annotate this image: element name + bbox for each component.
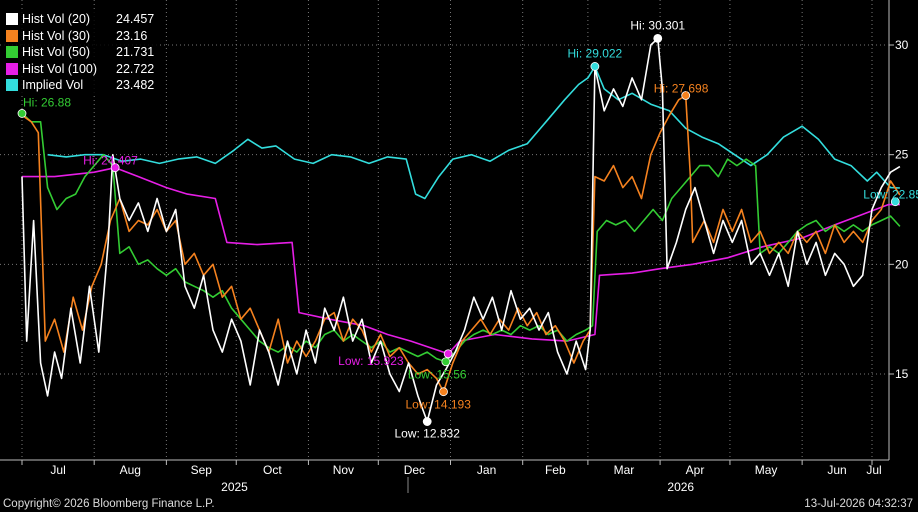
hi-low-marker xyxy=(681,91,691,100)
x-tick-label: Oct xyxy=(263,463,282,477)
series-line xyxy=(47,65,900,200)
legend-series-name: Hist Vol (100) xyxy=(22,61,98,76)
x-tick-label: Jul xyxy=(50,463,65,477)
series-line xyxy=(21,94,901,393)
x-tick-label: Aug xyxy=(120,463,141,477)
legend-swatch xyxy=(6,46,18,59)
x-tick-label: Jun xyxy=(827,463,846,477)
hi-low-label: Low: 15.923 xyxy=(338,354,404,368)
hi-low-marker xyxy=(439,387,448,397)
hi-low-marker xyxy=(110,163,120,173)
x-tick-label: May xyxy=(755,463,778,477)
x-tick-label: Apr xyxy=(686,463,705,477)
hi-low-label: Hi: 27.698 xyxy=(654,81,709,95)
legend-series-value: 24.457 xyxy=(116,12,155,26)
legend-item[interactable]: Hist Vol (100) 22.722 xyxy=(6,61,154,78)
x-year-label: 2026 xyxy=(667,480,694,494)
hi-low-marker xyxy=(890,197,900,207)
legend-series-value: 21.731 xyxy=(116,45,155,59)
x-tick-label: Nov xyxy=(333,463,354,477)
legend-item[interactable]: Hist Vol (50) 21.731 xyxy=(6,44,154,61)
x-tick-label: Sep xyxy=(191,463,213,477)
series-line xyxy=(21,37,901,423)
legend-series-name: Implied Vol xyxy=(22,78,84,92)
legend-swatch xyxy=(6,29,18,42)
legend-series-value: 23.482 xyxy=(116,78,155,92)
y-tick-label: 30 xyxy=(895,38,909,52)
legend-item[interactable]: Hist Vol (20) 24.457 xyxy=(6,11,154,28)
legend-series-name: Hist Vol (20) xyxy=(22,12,91,26)
hi-low-marker xyxy=(422,417,432,426)
hi-low-marker xyxy=(441,357,451,367)
timestamp-text: 13-Jul-2026 04:32:37 xyxy=(804,498,913,510)
hi-low-label: Hi: 26.88 xyxy=(23,95,71,109)
y-tick-label: 20 xyxy=(895,257,909,271)
legend-series-name: Hist Vol (50) xyxy=(22,45,91,59)
x-year-label: 2025 xyxy=(221,480,248,494)
legend-swatch xyxy=(6,62,18,75)
hi-low-marker xyxy=(590,62,600,71)
legend: Hist Vol (20) 24.457 Hist Vol (30) 23.16… xyxy=(4,9,159,96)
legend-swatch xyxy=(6,79,18,92)
y-tick-label: 15 xyxy=(895,367,909,381)
x-tick-label: Mar xyxy=(614,463,635,477)
series-line xyxy=(22,166,900,355)
hi-low-label: Hi: 24.407 xyxy=(83,154,138,168)
legend-series-name: Hist Vol (30) xyxy=(22,28,91,43)
hi-low-marker xyxy=(17,109,27,118)
hi-low-marker xyxy=(443,349,453,359)
legend-series-value: 22.722 xyxy=(116,61,155,76)
legend-item[interactable]: Hist Vol (30) 23.16 xyxy=(6,28,154,45)
hi-low-label: Low: 12.832 xyxy=(395,427,461,441)
x-tick-label: Dec xyxy=(404,463,425,477)
hi-low-label: Low: 22.856 xyxy=(863,188,918,202)
x-tick-label: Jan xyxy=(477,463,496,477)
series-line xyxy=(21,112,901,363)
copyright-text: Copyright© 2026 Bloomberg Finance L.P. xyxy=(3,498,215,510)
y-tick-label: 25 xyxy=(895,148,909,162)
hi-low-label: Low: 15.56 xyxy=(408,368,467,382)
x-tick-label: Feb xyxy=(545,463,566,477)
legend-item[interactable]: Implied Vol 23.482 xyxy=(6,77,154,94)
hi-low-marker xyxy=(653,33,663,43)
hi-low-label: Hi: 30.301 xyxy=(630,18,685,32)
hi-low-label: Low: 14.193 xyxy=(406,398,472,412)
x-tick-label: Jul xyxy=(866,463,881,477)
legend-series-value: 23.16 xyxy=(116,28,148,43)
hi-low-label: Hi: 29.022 xyxy=(568,46,623,60)
legend-swatch xyxy=(6,13,18,26)
